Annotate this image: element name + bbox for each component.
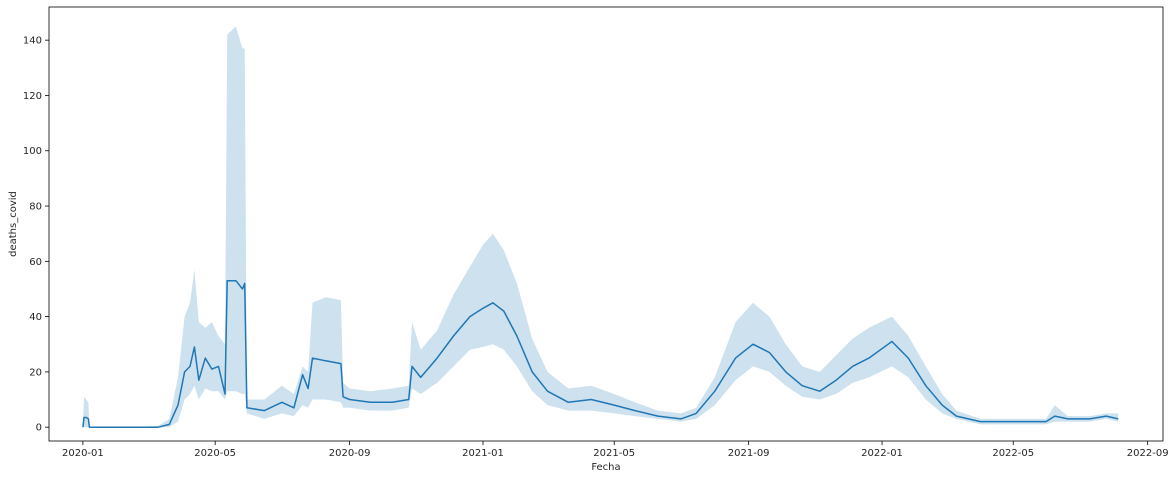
x-tick-label: 2022-09 [1127, 448, 1169, 459]
plot-frame [48, 6, 1164, 442]
y-tick-label: 60 [29, 257, 42, 268]
y-tick-label: 140 [23, 36, 42, 47]
y-tick-label: 0 [36, 423, 42, 434]
y-tick-label: 40 [29, 312, 42, 323]
y-tick-label: 120 [23, 91, 42, 102]
y-tick-label: 20 [29, 367, 42, 378]
x-tick-label: 2021-05 [593, 448, 635, 459]
x-axis-label: Fecha [591, 462, 620, 473]
x-tick-label: 2022-01 [861, 448, 903, 459]
y-tick-label: 100 [23, 146, 42, 157]
x-tick-label: 2022-05 [992, 448, 1034, 459]
confidence-band [82, 26, 1119, 428]
x-tick-label: 2020-09 [329, 448, 371, 459]
series-line [82, 279, 1119, 428]
y-axis-label: deaths_covid [8, 191, 19, 257]
x-tick-label: 2021-09 [728, 448, 770, 459]
x-tick-label: 2021-01 [462, 448, 504, 459]
x-tick-label: 2020-05 [194, 448, 236, 459]
y-tick-label: 80 [29, 202, 42, 213]
x-tick-label: 2020-01 [62, 448, 104, 459]
